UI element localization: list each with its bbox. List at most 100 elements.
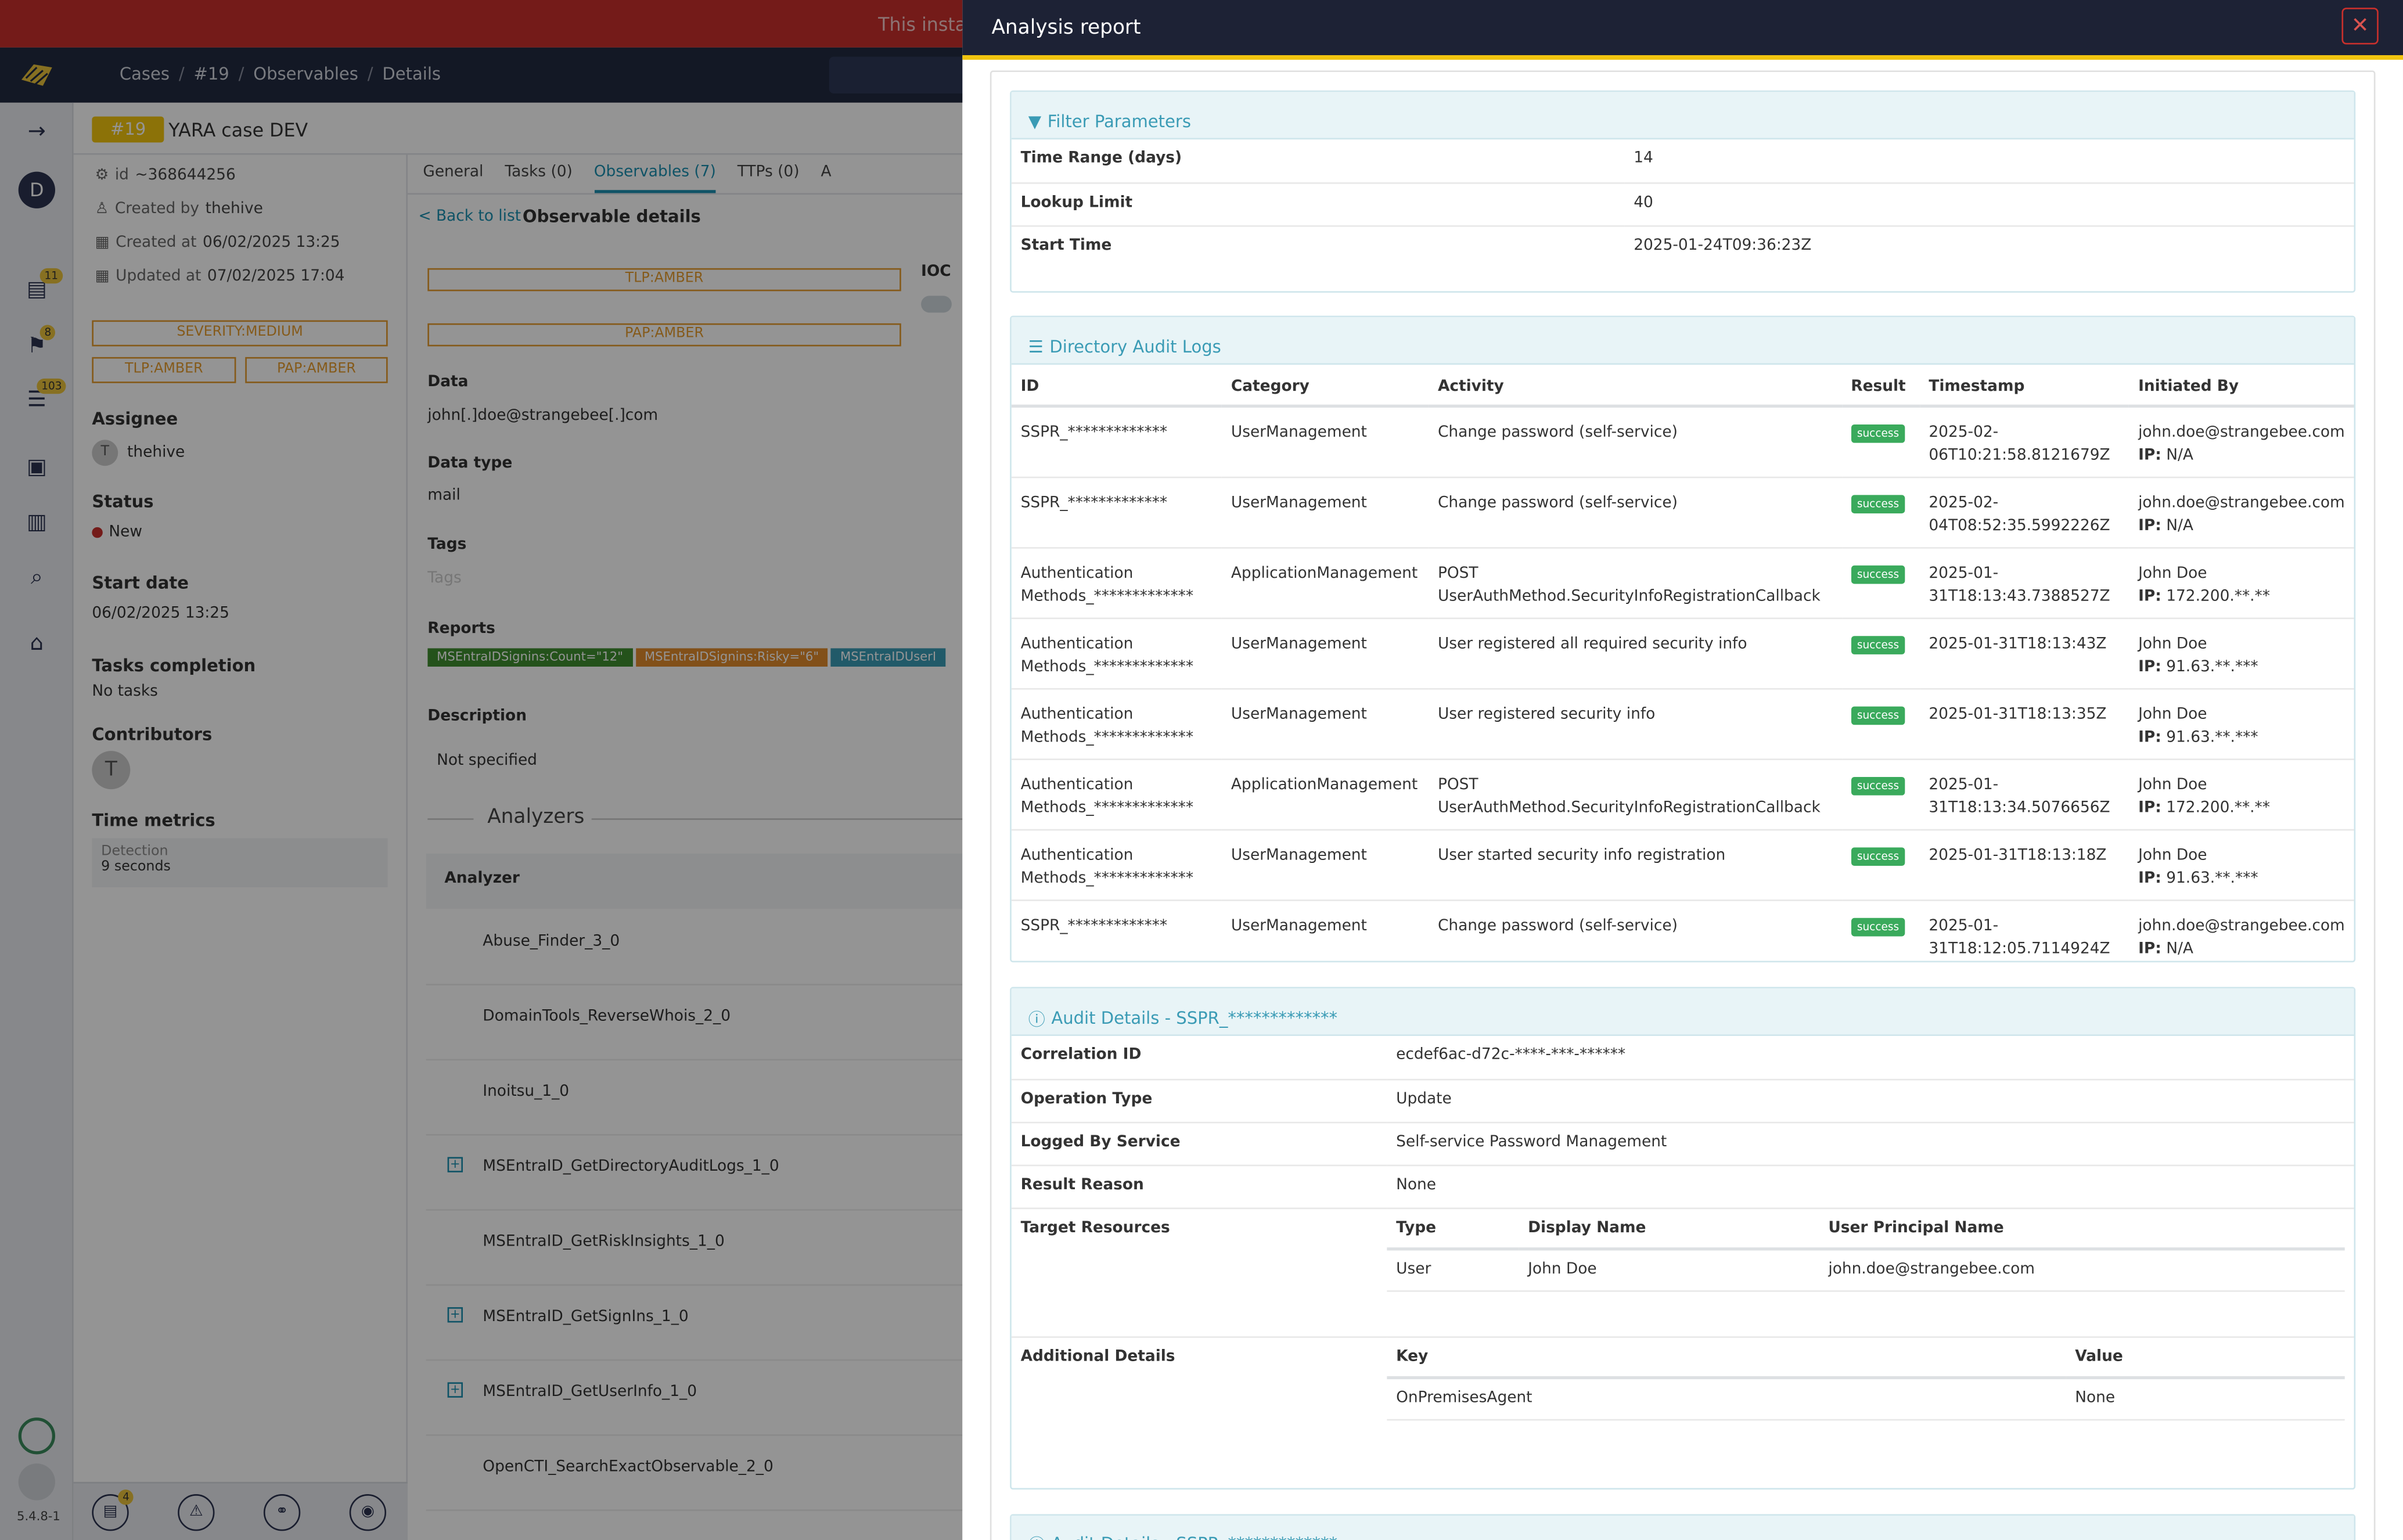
tasks-icon[interactable]: ☰ 103 [21,378,67,415]
initiator-ip: IP: 91.63.**.*** [2138,870,2258,887]
initiator: john.doe@strangebee.com [2138,424,2345,442]
table-row: Logged By Service Self-service Password M… [1011,1121,2354,1165]
ioc-toggle[interactable] [921,296,952,313]
success-badge: success [1851,776,1905,796]
analyzer-row[interactable]: DomainTools_ReverseWhois_2_0 [426,985,963,1061]
initiator: John Doe [2138,636,2207,653]
table-row[interactable]: Authentication Methods_************* User… [1011,618,2354,690]
tab-general[interactable]: General [423,164,484,181]
observable-tlp: TLP:AMBER [427,268,901,292]
chart-icon[interactable]: ▥ [26,510,47,535]
tasks-completion-label: Tasks completion [92,656,256,676]
user-avatar[interactable]: D [18,171,56,208]
target-resources-table: Type Display Name User Principal Name User… [1387,1208,2345,1292]
log-result: success [1841,900,1919,970]
dashboard-icon[interactable]: ▣ [26,455,47,480]
analyzer-row[interactable]: MSEntraID_GetRiskInsights_1_0 [426,1211,963,1286]
thehive-logo[interactable] [19,58,55,92]
log-initiated-by: John Doe IP: 91.63.**.*** [2129,830,2354,901]
log-result: success [1841,830,1920,901]
tags-input[interactable]: Tags [427,570,462,587]
log-activity: POST UserAuthMethod.SecurityInfoRegistra… [1429,548,1842,620]
table-row: Additional Details Key Value OnPremisesAg… [1012,1336,2354,1465]
filter-table: Time Range (days) 14 Lookup Limit 40 Start… [1011,139,2354,268]
analyzer-row[interactable]: + MSEntraID_GetDirectoryAuditLogs_1_0 [426,1136,963,1211]
tab-tasks[interactable]: Tasks (0) [505,164,573,181]
severity-tag: SEVERITY:MEDIUM [92,320,388,347]
pap-tag: PAP:AMBER [245,357,388,383]
table-row: Time Range (days) 14 [1011,139,2354,183]
audit-details-section: ⓘ Audit Details - SSPR_************* Corr… [1010,987,2356,1490]
analyzer-row[interactable]: Inoitsu_1_0 [426,1060,963,1136]
breadcrumb-observables[interactable]: Observables [253,64,358,85]
data-label: Data [427,373,469,391]
report-tag[interactable]: MSEntraIDSignins:Risky="6" [635,648,828,667]
user-icon: ♙ [95,200,109,218]
org-icon[interactable]: ⌂ [30,631,44,656]
tab-observables[interactable]: Observables (7) [593,164,716,193]
detection-label: Detection [101,844,168,860]
close-button[interactable]: ✕ [2341,8,2379,45]
initiator: John Doe [2138,706,2207,724]
breadcrumb-case[interactable]: #19 [193,64,229,85]
expand-plus-icon[interactable]: + [447,1157,463,1172]
analyzer-row[interactable]: + MSEntraID_GetUserInfo_1_0 [426,1361,963,1436]
sidebar: → D ▤ 11 ⚑ 8 ☰ 103 ▣ ▥ ⌕ ⌂ 5.4.8-1 [0,102,74,1540]
table-row[interactable]: Authentication Methods_************* Appl… [1011,548,2354,620]
expand-plus-icon[interactable]: + [447,1307,463,1323]
divider [591,818,963,820]
report-tag[interactable]: MSEntraIDUserI [831,648,945,667]
case-footer-actions: ▤ 4 ⚠ ⚭ ◉ [73,1481,408,1540]
log-id: Authentication Methods_************* [1011,548,1222,620]
status: New [92,524,142,541]
log-activity: Change password (self-service) [1429,406,1842,478]
analyzer-row[interactable]: OpenCTI_SearchExactObservable_2_0 [426,1436,963,1512]
chat-icon[interactable] [18,1463,56,1501]
ioc-label: IOC [921,263,951,280]
expand-plus-icon[interactable]: + [447,1382,463,1398]
search-icon[interactable]: ⌕ [30,565,43,591]
table-row[interactable]: Authentication Methods_************* User… [1011,689,2354,760]
case-footer-cases-icon[interactable]: ▤ 4 [92,1489,134,1531]
breadcrumb: Cases / #19/ Observables / Details [119,64,441,85]
initiator-ip: IP: 91.63.**.*** [2138,729,2258,747]
table-row[interactable]: SSPR_************* UserManagement Change p… [1012,900,2354,970]
case-title: YARA case DEV [168,119,308,141]
list-icon: ☰ [1028,337,1044,357]
alerts-icon[interactable]: ⚑ 8 [21,325,56,362]
case-footer-alert-icon[interactable]: ⚠ [178,1494,215,1531]
breadcrumb-cases[interactable]: Cases [119,64,170,85]
case-footer-link-icon[interactable]: ⚭ [263,1494,301,1531]
initiator: john.doe@strangebee.com [2138,917,2345,935]
tab-ttps[interactable]: TTPs (0) [737,164,800,181]
log-initiated-by: john.doe@strangebee.com IP: N/A [2129,900,2354,970]
log-initiated-by: John Doe IP: 91.63.**.*** [2129,689,2354,760]
case-footer-camera-icon[interactable]: ◉ [349,1494,387,1531]
success-badge: success [1851,636,1905,654]
analyzer-row[interactable]: + MSEntraID_GetSignIns_1_0 [426,1286,963,1361]
table-row[interactable]: SSPR_************* UserManagement Change p… [1011,477,2354,549]
table-row[interactable]: Authentication Methods_************* Appl… [1011,759,2354,831]
report-tag[interactable]: MSEntraIDSignins:Count="12" [427,648,632,667]
table-row[interactable]: Authentication Methods_************* User… [1011,830,2354,901]
log-id: Authentication Methods_************* [1011,689,1222,760]
back-to-list-link[interactable]: < Back to list [418,208,521,225]
tab-more[interactable]: A [821,164,832,181]
log-activity: User started security info registration [1429,830,1842,901]
analyzer-row[interactable]: Abuse_Finder_3_0 [426,911,963,985]
table-row[interactable]: SSPR_************* UserManagement Change p… [1011,406,2354,478]
observable-detail: General Tasks (0) Observables (7) TTPs (… [407,154,963,1540]
log-category: ApplicationManagement [1222,548,1429,620]
close-icon: ✕ [2351,13,2369,38]
expand-arrow-icon[interactable]: → [27,119,46,145]
case-header: #19 YARA case DEV [73,102,994,155]
table-row: OnPremisesAgent None [1387,1377,2345,1421]
settings-icon[interactable] [18,1417,56,1455]
global-search[interactable] [829,56,983,93]
description-value: Not specified [437,752,537,769]
modal-backdrop[interactable] [0,0,963,1540]
log-id: SSPR_************* [1011,477,1222,549]
cases-icon[interactable]: ▤ 11 [21,268,63,305]
